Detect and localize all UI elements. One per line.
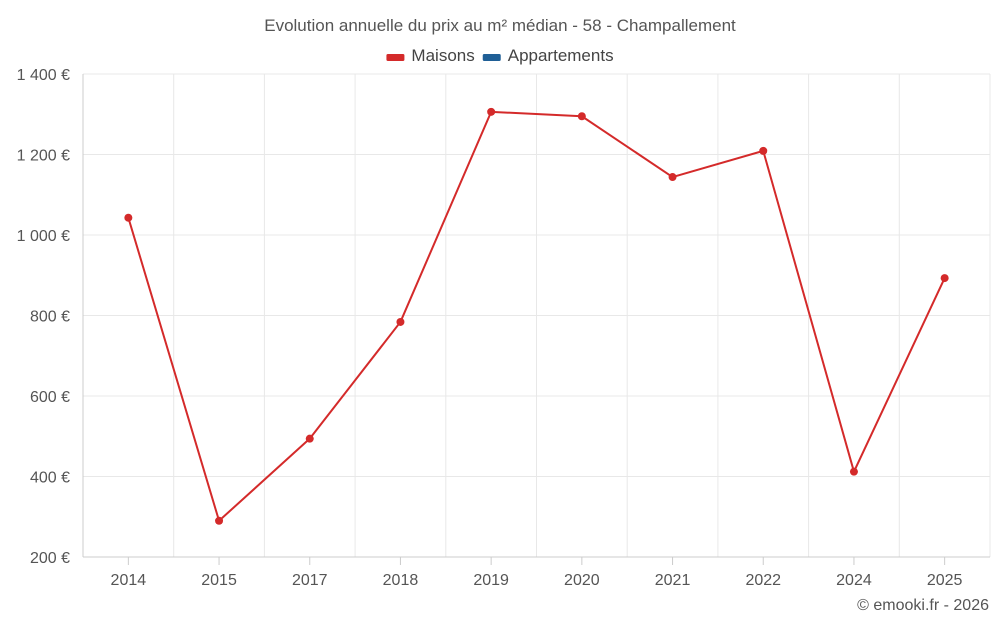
chart-title: Evolution annuelle du prix au m² médian … xyxy=(264,16,736,35)
data-point[interactable] xyxy=(487,107,496,116)
x-tick-label: 2018 xyxy=(383,572,419,589)
data-point[interactable] xyxy=(849,467,858,476)
x-tick-label: 2024 xyxy=(836,572,872,589)
data-point[interactable] xyxy=(940,274,949,283)
x-tick-label: 2014 xyxy=(111,572,147,589)
legend-item-maisons[interactable]: Maisons xyxy=(386,46,475,65)
x-tick-label: 2020 xyxy=(564,572,600,589)
y-tick-label: 1 000 € xyxy=(17,228,70,245)
x-axis: 2014 2015 2017 2018 2019 2020 2021 2022 2024 2025 xyxy=(83,556,990,589)
data-point[interactable] xyxy=(668,173,677,182)
x-tick-label: 2025 xyxy=(927,572,963,589)
x-tick-label: 2019 xyxy=(473,572,509,589)
legend: Maisons Appartements xyxy=(386,46,614,65)
data-point[interactable] xyxy=(759,146,768,155)
x-tick-label: 2015 xyxy=(201,572,237,589)
legend-swatch xyxy=(386,54,405,61)
legend-label: Appartements xyxy=(508,46,614,65)
data-point[interactable] xyxy=(124,213,133,222)
credit-text[interactable]: © emooki.fr - 2026 xyxy=(857,597,989,614)
series xyxy=(124,107,949,525)
y-tick-label: 1 400 € xyxy=(17,67,70,84)
x-tick-label: 2021 xyxy=(655,572,691,589)
y-tick-label: 600 € xyxy=(30,389,70,406)
grid xyxy=(82,73,991,557)
y-axis: 200 € 400 € 600 € 800 € 1 000 € 1 200 € 1 400 … xyxy=(17,67,84,567)
x-tick-label: 2017 xyxy=(292,572,328,589)
y-tick-label: 400 € xyxy=(30,470,70,487)
legend-swatch xyxy=(482,54,501,61)
legend-label: Maisons xyxy=(411,46,474,65)
y-tick-label: 200 € xyxy=(30,550,70,567)
data-point[interactable] xyxy=(305,434,314,443)
x-tick-label: 2022 xyxy=(745,572,781,589)
y-tick-label: 800 € xyxy=(30,309,70,326)
y-tick-label: 1 200 € xyxy=(17,148,70,165)
data-point[interactable] xyxy=(577,112,586,121)
legend-item-appartements[interactable]: Appartements xyxy=(482,46,614,65)
series-line-maisons xyxy=(127,110,946,522)
data-point[interactable] xyxy=(396,317,405,326)
data-point[interactable] xyxy=(215,516,224,525)
